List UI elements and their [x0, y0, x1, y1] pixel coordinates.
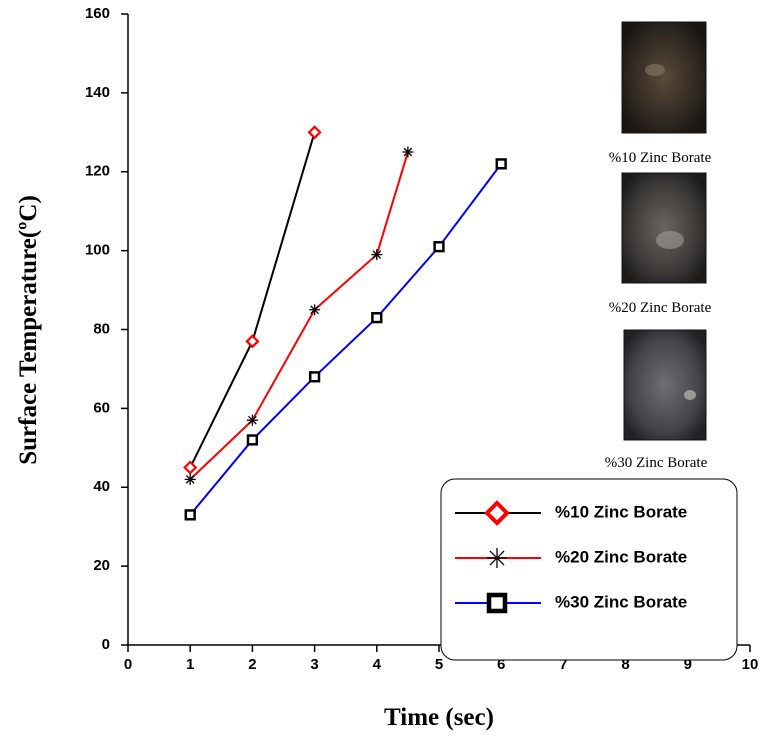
y-tick-label: 160 — [85, 5, 110, 22]
y-tick-label: 120 — [85, 163, 110, 180]
marker — [309, 304, 321, 316]
x-tick-label: 7 — [559, 656, 567, 673]
x-tick-label: 5 — [435, 656, 443, 673]
x-tick-label: 4 — [373, 656, 382, 673]
marker — [371, 312, 383, 324]
legend-label: %30 Zinc Borate — [555, 592, 687, 611]
marker — [184, 473, 196, 485]
inset-caption: %10 Zinc Borate — [609, 150, 712, 166]
x-tick-label: 2 — [248, 656, 256, 673]
marker — [183, 460, 198, 475]
x-axis-title: Time (sec) — [384, 704, 494, 731]
x-tick-label: 10 — [742, 656, 759, 673]
marker — [184, 509, 196, 521]
marker — [246, 414, 258, 426]
photo-detail — [656, 231, 684, 249]
legend-marker — [486, 592, 508, 614]
y-tick-label: 60 — [93, 399, 110, 416]
y-tick-label: 0 — [102, 636, 110, 653]
x-tick-label: 6 — [497, 656, 505, 673]
x-tick-label: 3 — [310, 656, 318, 673]
legend-label: %20 Zinc Borate — [555, 547, 687, 566]
marker — [402, 146, 414, 158]
inset-caption: %20 Zinc Borate — [609, 300, 712, 316]
x-tick-label: 0 — [124, 656, 132, 673]
legend-marker — [487, 548, 507, 568]
y-tick-label: 140 — [85, 84, 110, 101]
marker — [245, 334, 260, 349]
legend-label: %10 Zinc Borate — [555, 502, 687, 521]
photo-detail — [684, 390, 696, 400]
y-tick-label: 100 — [85, 242, 110, 259]
y-tick-label: 40 — [93, 478, 110, 495]
marker — [246, 434, 259, 446]
photo-detail — [645, 64, 665, 76]
x-tick-label: 1 — [186, 656, 194, 673]
y-axis-title: Surface Temperature(ºC) — [15, 195, 42, 465]
photo — [623, 329, 707, 441]
y-tick-label: 80 — [93, 320, 110, 337]
y-tick-label: 20 — [93, 557, 110, 574]
photo — [621, 21, 707, 134]
marker — [433, 241, 445, 253]
marker — [495, 158, 507, 170]
series-line — [189, 163, 502, 516]
inset-caption: %30 Zinc Borate — [605, 455, 708, 471]
marker — [308, 371, 321, 383]
marker — [307, 125, 322, 140]
x-tick-label: 8 — [621, 656, 629, 673]
photo — [621, 172, 707, 284]
marker — [371, 249, 383, 261]
legend-box — [440, 478, 738, 661]
legend-marker — [484, 500, 510, 526]
x-tick-label: 9 — [684, 656, 692, 673]
inset-photos — [621, 21, 707, 441]
